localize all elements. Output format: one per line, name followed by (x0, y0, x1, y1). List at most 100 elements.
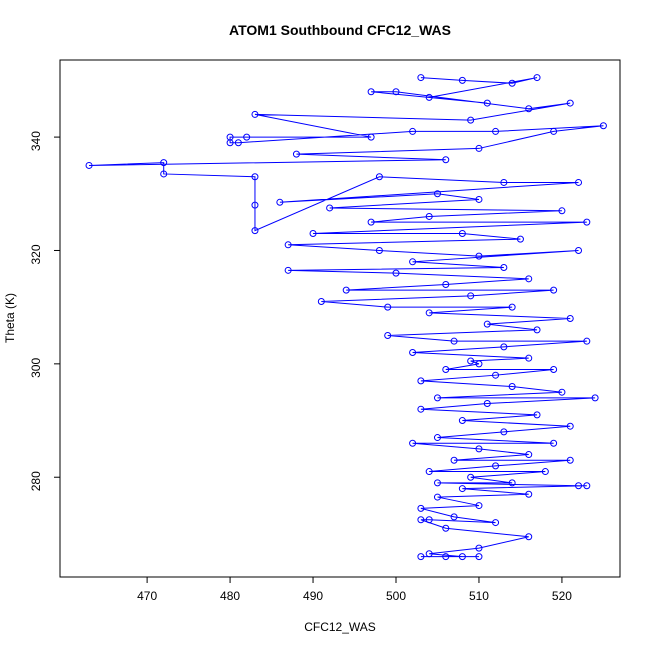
data-point (442, 553, 450, 561)
x-tick-label: 470 (137, 589, 157, 603)
data-point (251, 227, 259, 235)
x-tick-label: 480 (220, 589, 240, 603)
chart-title: ATOM1 Southbound CFC12_WAS (229, 22, 451, 38)
data-point (533, 74, 541, 82)
data-point (492, 127, 500, 135)
y-tick-label: 320 (29, 244, 43, 264)
data-point (525, 490, 533, 498)
data-point (367, 218, 375, 226)
y-tick-label: 340 (29, 131, 43, 151)
data-point (326, 204, 334, 212)
data-point (433, 479, 441, 487)
data-point (467, 292, 475, 300)
data-point (583, 218, 591, 226)
data-point (492, 462, 500, 470)
data-point (425, 93, 433, 101)
data-point (492, 371, 500, 379)
x-tick-label: 510 (469, 589, 489, 603)
data-point (475, 144, 483, 152)
data-point (533, 326, 541, 334)
data-point (500, 178, 508, 186)
data-point (367, 133, 375, 141)
x-tick-label: 500 (386, 589, 406, 603)
data-point (475, 195, 483, 203)
data-point (599, 122, 607, 130)
data-point (575, 178, 583, 186)
data-point (375, 246, 383, 254)
data-point (160, 170, 168, 178)
data-point (450, 337, 458, 345)
data-point (550, 366, 558, 374)
data-point (475, 252, 483, 260)
data-point (500, 428, 508, 436)
data-point (467, 116, 475, 124)
data-point (251, 201, 259, 209)
data-point (533, 411, 541, 419)
y-axis-label: Theta (K) (3, 293, 17, 343)
data-point (226, 139, 234, 147)
data-point (475, 544, 483, 552)
data-point (425, 550, 433, 558)
data-point (467, 473, 475, 481)
data-point (575, 246, 583, 254)
data-point (309, 229, 317, 237)
data-point (284, 266, 292, 274)
data-point (433, 190, 441, 198)
data-point (508, 303, 516, 311)
data-point (475, 445, 483, 453)
data-point (458, 417, 466, 425)
data-point (483, 400, 491, 408)
data-point (442, 366, 450, 374)
data-point (566, 99, 574, 107)
data-point (234, 139, 242, 147)
data-point (550, 127, 558, 135)
data-line (89, 77, 604, 558)
data-point (516, 235, 524, 243)
data-point (500, 343, 508, 351)
data-point (417, 553, 425, 561)
data-point (458, 76, 466, 84)
data-point (508, 383, 516, 391)
data-point (541, 468, 549, 476)
x-tick-label: 490 (303, 589, 323, 603)
data-point (475, 502, 483, 510)
data-point (384, 332, 392, 340)
data-point (417, 377, 425, 385)
data-point (583, 337, 591, 345)
data-point (591, 394, 599, 402)
data-point (483, 320, 491, 328)
data-point (417, 405, 425, 413)
data-point (317, 297, 325, 305)
data-point (475, 360, 483, 368)
data-point (251, 173, 259, 181)
data-point (458, 553, 466, 561)
data-point (566, 315, 574, 322)
data-point (558, 207, 566, 215)
data-point (367, 88, 375, 96)
data-point (525, 275, 533, 283)
data-point (566, 422, 574, 430)
data-point (276, 198, 284, 206)
y-tick-label: 280 (29, 471, 43, 491)
data-point (433, 434, 441, 442)
data-point (425, 309, 433, 317)
data-point (575, 482, 583, 490)
data-point (409, 127, 417, 135)
data-point (243, 133, 251, 141)
data-point (251, 110, 259, 118)
data-point (458, 485, 466, 493)
data-point (85, 161, 93, 169)
data-point (433, 394, 441, 402)
data-point (500, 263, 508, 271)
data-point (417, 504, 425, 512)
data-point (284, 241, 292, 249)
data-point (467, 357, 475, 365)
data-point (425, 468, 433, 476)
data-point (583, 482, 591, 490)
data-point (508, 79, 516, 87)
data-point (508, 479, 516, 487)
x-axis-label: CFC12_WAS (304, 620, 376, 634)
data-point (525, 533, 533, 541)
data-point (384, 303, 392, 311)
